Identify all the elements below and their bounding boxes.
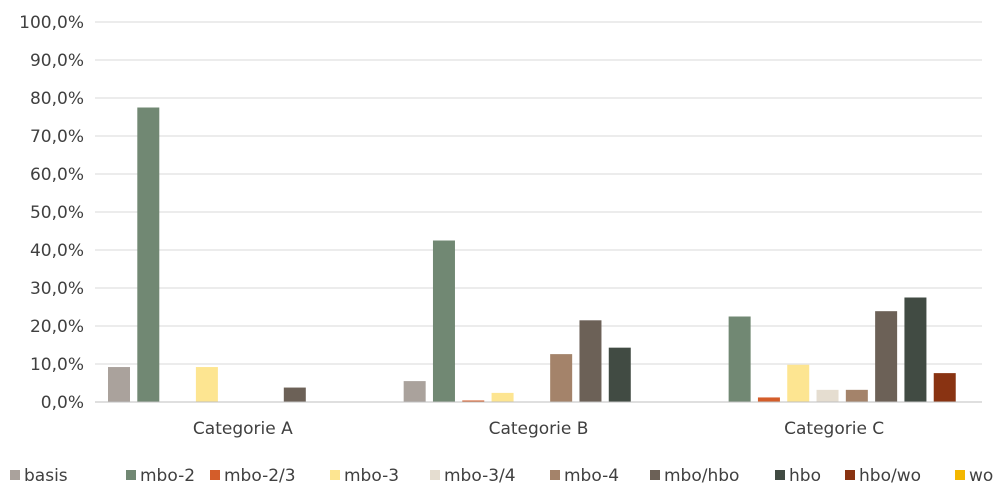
bar-mbo-4-2 <box>550 354 573 402</box>
y-tick-label: 60,0% <box>30 165 84 185</box>
y-tick-label: 20,0% <box>30 317 84 337</box>
legend-swatch <box>10 470 20 480</box>
bar-mbo-2-1 <box>137 107 160 402</box>
y-tick-label: 70,0% <box>30 127 84 147</box>
y-tick-label: 80,0% <box>30 89 84 109</box>
y-tick-label: 0,0% <box>41 393 84 413</box>
legend-swatch <box>650 470 660 480</box>
category-label: Categorie A <box>193 419 293 439</box>
bar-mbo-hbo-2 <box>579 320 602 402</box>
bar-mbo-4-3 <box>845 389 868 402</box>
y-tick-label: 90,0% <box>30 51 84 71</box>
legend: basis mbo-2 mbo-2/3 mbo-3 mbo-3/4 mbo-4 mbo/hb… <box>10 466 993 486</box>
bar-mbo-2-3-3 <box>757 397 780 402</box>
y-tick-label: 10,0% <box>30 355 84 375</box>
bar-mbo-hbo-1 <box>283 387 306 402</box>
bar-mbo-3-1 <box>195 367 218 402</box>
legend-swatch <box>330 470 340 480</box>
bar-mbo-hbo-3 <box>875 311 898 402</box>
category-label: Categorie B <box>489 419 589 439</box>
legend-label: mbo-2 <box>140 466 195 486</box>
y-tick-label: 30,0% <box>30 279 84 299</box>
bar-basis-2 <box>403 381 426 402</box>
legend-swatch <box>775 470 785 480</box>
legend-label: hbo <box>789 466 821 486</box>
bar-hbo-wo-3 <box>933 373 956 402</box>
legend-label: mbo-2/3 <box>224 466 296 486</box>
bar-mbo-2-3-2 <box>462 400 485 402</box>
bar-mbo-2-3 <box>728 316 751 402</box>
legend-swatch <box>845 470 855 480</box>
bar-mbo-2-2 <box>432 240 455 402</box>
bar-mbo-3-4-3 <box>816 389 839 402</box>
legend-label: hbo/wo <box>859 466 921 486</box>
y-tick-label: 50,0% <box>30 203 84 223</box>
legend-swatch <box>126 470 136 480</box>
legend-label: basis <box>24 466 68 486</box>
legend-label: mbo-3/4 <box>444 466 516 486</box>
bars <box>108 107 956 402</box>
bar-mbo-3-3 <box>787 364 810 402</box>
y-tick-label: 40,0% <box>30 241 84 261</box>
category-labels: Categorie A Categorie B Categorie C <box>193 419 884 439</box>
legend-label: mbo/hbo <box>664 466 739 486</box>
legend-label: mbo-3 <box>344 466 399 486</box>
legend-label: mbo-4 <box>564 466 619 486</box>
legend-swatch <box>430 470 440 480</box>
legend-swatch <box>955 470 965 480</box>
legend-swatch <box>210 470 220 480</box>
bar-basis-1 <box>108 367 130 402</box>
bar-mbo-3-2 <box>491 392 514 402</box>
legend-swatch <box>550 470 560 480</box>
gridlines <box>95 21 982 365</box>
y-axis-tick-labels: 0,0% 10,0% 20,0% 30,0% 40,0% 50,0% 60,0% 70,0% 8… <box>19 13 84 413</box>
y-tick-label: 100,0% <box>19 13 84 33</box>
bar-hbo-3 <box>904 297 927 402</box>
bar-hbo-2 <box>608 347 631 402</box>
category-label: Categorie C <box>784 419 884 439</box>
legend-label: wo <box>969 466 993 486</box>
